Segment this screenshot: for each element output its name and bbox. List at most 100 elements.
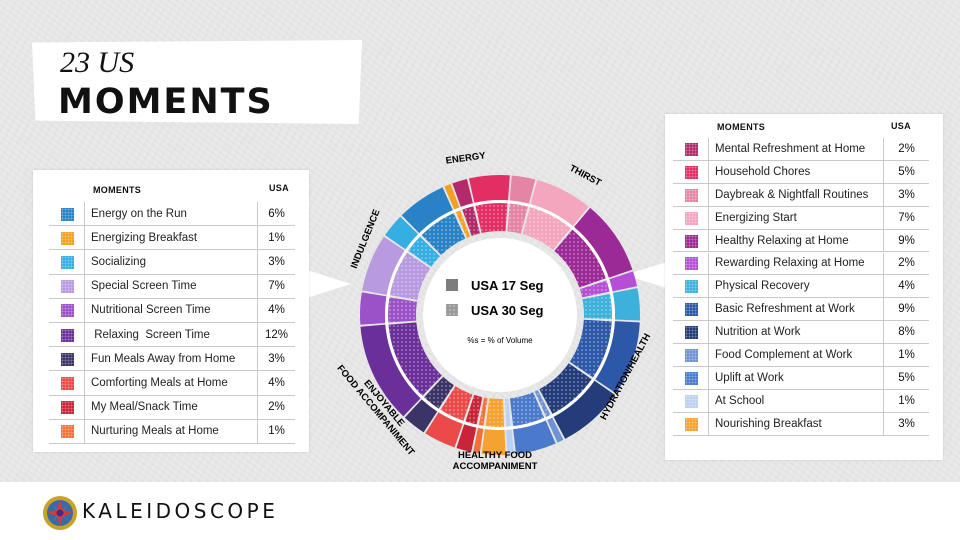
table-row: Energizing Start 7% <box>673 206 929 230</box>
inner-ring-segment-texture <box>465 394 483 425</box>
color-swatch-cell <box>673 389 709 412</box>
color-swatch-cell <box>673 229 709 252</box>
outer-ring-segment <box>473 427 484 454</box>
outer-ring-segment <box>362 236 405 295</box>
inner-ring-segment-texture <box>475 203 508 234</box>
moment-usa-value: 5% <box>883 367 929 389</box>
moment-usa-value: 2% <box>257 395 295 419</box>
moment-name: Nourishing Breakfast <box>715 417 822 430</box>
right-header-moments: MOMENTS <box>717 122 766 132</box>
outer-ring-segment <box>452 178 473 207</box>
table-row: Physical Recovery 4% <box>673 275 929 299</box>
color-swatch-cell <box>49 250 85 274</box>
moment-color-swatch <box>684 280 698 294</box>
outer-ring-segment <box>609 271 638 292</box>
moment-name: Nurturing Meals at Home <box>91 425 219 438</box>
outer-ring-segment <box>513 420 556 455</box>
table-row: Food Complement at Work 1% <box>673 344 929 367</box>
legend-swatch-30-texture <box>446 304 458 316</box>
inner-ring-30-segments <box>387 203 612 427</box>
color-swatch-cell <box>49 202 85 226</box>
outer-ring-segment <box>456 424 477 453</box>
ring-separator <box>385 200 615 430</box>
outer-ring-segment <box>425 412 463 448</box>
inner-ring-segment-texture <box>440 386 473 421</box>
moment-color-swatch <box>60 304 74 318</box>
page-title: MOMENTS <box>58 82 274 122</box>
moment-color-swatch <box>684 417 698 431</box>
outer-ring-segment <box>547 417 564 443</box>
color-swatch-cell <box>673 344 709 366</box>
moment-usa-value: 4% <box>257 298 295 322</box>
moment-usa-value: 7% <box>883 206 929 229</box>
inner-ring-segment-texture <box>462 206 480 236</box>
footer-bar <box>0 482 960 540</box>
moment-usa-value: 4% <box>883 275 929 298</box>
moment-usa-value: 12% <box>257 323 295 347</box>
segment-label: HEALTHY FOOD ACCOMPANIMENT <box>453 450 538 472</box>
table-row: Uplift at Work 5% <box>673 367 929 390</box>
moment-name: Basic Refreshment at Work <box>715 303 855 316</box>
moment-usa-value: 3% <box>883 183 929 206</box>
color-swatch-cell <box>49 347 85 371</box>
moment-usa-value: 7% <box>257 274 295 298</box>
page-subtitle: 23 US <box>60 46 135 79</box>
color-swatch-cell <box>673 160 709 183</box>
table-row: Nurturing Meals at Home 1% <box>49 419 295 444</box>
outer-ring-segment <box>574 207 633 278</box>
color-swatch-cell <box>673 275 709 298</box>
table-row: Special Screen Time 7% <box>49 274 295 299</box>
segment-label: THIRST <box>567 163 603 189</box>
table-row: Daybreak & Nightfall Routines 3% <box>673 183 929 207</box>
color-swatch-cell <box>673 206 709 229</box>
inner-ring-segment-texture <box>522 207 571 250</box>
moment-usa-value: 3% <box>257 250 295 274</box>
outer-ring-segment <box>401 187 453 234</box>
right-header-usa: USA <box>891 121 911 131</box>
moment-color-swatch <box>60 207 74 221</box>
moment-usa-value: 3% <box>883 412 929 435</box>
moment-name: Energy on the Run <box>91 207 187 220</box>
left-header-usa: USA <box>269 183 289 193</box>
moment-name: Socializing <box>91 255 146 268</box>
inner-ring-segment-texture <box>534 390 551 417</box>
moment-name: At School <box>715 394 765 407</box>
color-swatch-cell <box>673 252 709 275</box>
table-row: Energizing Breakfast 1% <box>49 226 295 251</box>
brand-name: KALEIDOSCOPE <box>82 499 279 523</box>
moment-color-swatch <box>684 326 698 340</box>
moment-name: Healthy Relaxing at Home <box>715 234 849 247</box>
moment-usa-value: 4% <box>257 371 295 395</box>
moment-name: Nutritional Screen Time <box>91 304 211 317</box>
color-swatch-cell <box>673 321 709 344</box>
inner-ring-segment-texture <box>569 319 612 378</box>
outer-ring-segment <box>506 429 515 455</box>
inner-ring-segment-texture <box>408 236 440 267</box>
moment-name: Special Screen Time <box>91 280 197 293</box>
moment-color-swatch <box>684 394 698 408</box>
moment-color-swatch <box>60 231 74 245</box>
moment-color-swatch <box>684 142 698 156</box>
moment-color-swatch <box>60 352 74 366</box>
moment-name: Rewarding Relaxing at Home <box>715 257 865 270</box>
inner-ring-segment-texture <box>485 398 505 427</box>
table-row: Nutrition at Work 8% <box>673 321 929 345</box>
moment-name: Relaxing Screen Time <box>91 328 210 341</box>
moment-usa-value: 8% <box>883 321 929 344</box>
table-row: Healthy Relaxing at Home 9% <box>673 229 929 253</box>
moment-name: Energizing Breakfast <box>91 231 198 244</box>
color-swatch-cell <box>673 298 709 321</box>
legend-swatch-17 <box>446 279 458 291</box>
table-row: Rewarding Relaxing at Home 2% <box>673 252 929 276</box>
outer-ring-segment <box>481 429 506 455</box>
outer-ring-segment <box>404 399 438 433</box>
moment-usa-value: 9% <box>883 298 929 321</box>
outer-ring-segment <box>468 175 510 203</box>
moment-color-swatch <box>60 255 74 269</box>
moment-color-swatch <box>684 165 698 179</box>
inner-ring-segment-texture <box>421 213 466 255</box>
table-row: Comforting Meals at Home 4% <box>49 371 295 396</box>
table-row: Basic Refreshment at Work 9% <box>673 298 929 322</box>
outer-ring-segment <box>595 321 640 394</box>
